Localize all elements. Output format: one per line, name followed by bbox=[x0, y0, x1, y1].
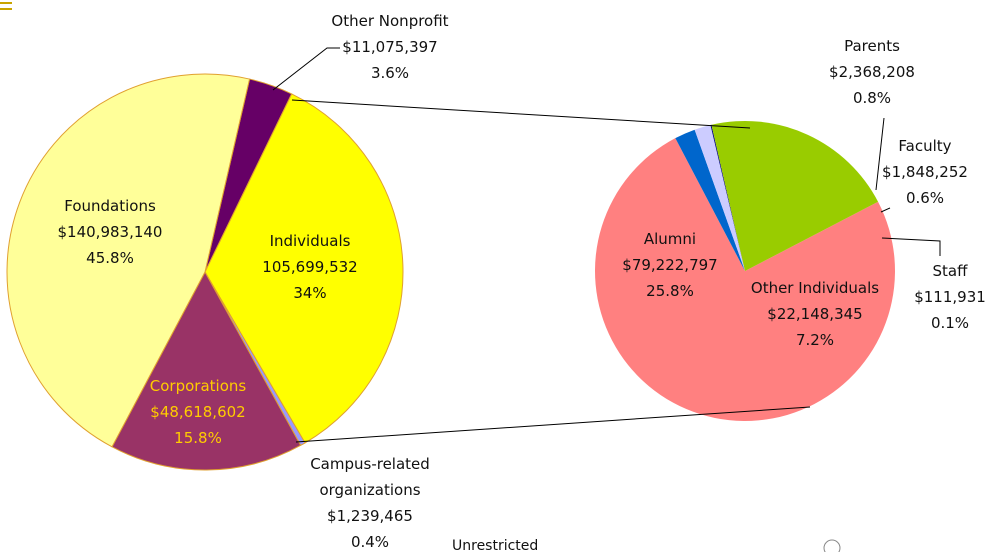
slice-percent: 7.2% bbox=[795, 331, 835, 349]
slice-amount: $1,848,252 bbox=[882, 163, 968, 181]
connector-line bbox=[295, 406, 811, 443]
leader-line bbox=[272, 47, 340, 91]
slice-name: Individuals bbox=[269, 232, 351, 250]
slice-label: Alumni $79,222,797 25.8% bbox=[622, 226, 717, 304]
connector-line bbox=[291, 99, 751, 129]
pie-slice bbox=[694, 125, 745, 271]
bullet-icon bbox=[823, 539, 841, 552]
slice-label: Faculty $1,848,252 0.6% bbox=[882, 133, 968, 211]
slice-name: Campus-related organizations bbox=[310, 455, 430, 499]
footer-text: Unrestricted bbox=[452, 538, 539, 552]
slice-label: Other Nonprofit $11,075,397 3.6% bbox=[331, 8, 448, 86]
pie-slice bbox=[595, 138, 896, 421]
slice-amount: $11,075,397 bbox=[342, 38, 438, 56]
slice-amount: 105,699,532 bbox=[262, 258, 358, 276]
pie-slice bbox=[711, 121, 879, 271]
slice-name: Other Nonprofit bbox=[331, 12, 449, 30]
slice-amount: $79,222,797 bbox=[622, 256, 718, 274]
slice-percent: 0.4% bbox=[350, 533, 390, 551]
slice-percent: 3.6% bbox=[370, 64, 410, 82]
slice-label: Campus-related organizations $1,239,465 0.… bbox=[295, 451, 445, 552]
slice-name: Staff bbox=[932, 262, 968, 280]
slice-amount: $111,931 bbox=[914, 288, 986, 306]
slice-label: Corporations $48,618,602 15.8% bbox=[150, 373, 246, 451]
slice-label: Staff $111,931 0.1% bbox=[914, 258, 986, 336]
leader-line bbox=[880, 207, 891, 213]
slice-percent: 25.8% bbox=[646, 282, 694, 300]
leader-line bbox=[881, 237, 941, 256]
slice-percent: 0.1% bbox=[930, 314, 970, 332]
slice-amount: $140,983,140 bbox=[57, 223, 163, 241]
pie-slice bbox=[675, 129, 745, 271]
slice-amount: $48,618,602 bbox=[150, 403, 246, 421]
leader-line bbox=[875, 117, 885, 191]
slice-percent: 34% bbox=[293, 284, 327, 302]
slice-name: Parents bbox=[844, 37, 900, 55]
slice-percent: 15.8% bbox=[174, 429, 222, 447]
slice-amount: $22,148,345 bbox=[767, 305, 863, 323]
slice-name: Corporations bbox=[149, 377, 247, 395]
slice-amount: $1,239,465 bbox=[327, 507, 413, 525]
pie-slice bbox=[111, 270, 302, 471]
slice-label: Parents $2,368,208 0.8% bbox=[829, 33, 915, 111]
pie-slice bbox=[710, 124, 745, 271]
slice-percent: 0.6% bbox=[905, 189, 945, 207]
slice-name: Faculty bbox=[898, 137, 952, 155]
slice-label: Foundations $140,983,140 45.8% bbox=[58, 193, 163, 271]
slice-label: Individuals 105,699,532 34% bbox=[262, 228, 357, 306]
pie-slice bbox=[6, 73, 251, 448]
slice-percent: 0.8% bbox=[852, 89, 892, 107]
slice-name: Other Individuals bbox=[750, 279, 880, 297]
slice-name: Alumni bbox=[643, 230, 697, 248]
slice-percent: 45.8% bbox=[86, 249, 134, 267]
slice-label: Other Individuals $22,148,345 7.2% bbox=[751, 275, 879, 353]
slice-amount: $2,368,208 bbox=[829, 63, 915, 81]
slice-name: Foundations bbox=[64, 197, 156, 215]
